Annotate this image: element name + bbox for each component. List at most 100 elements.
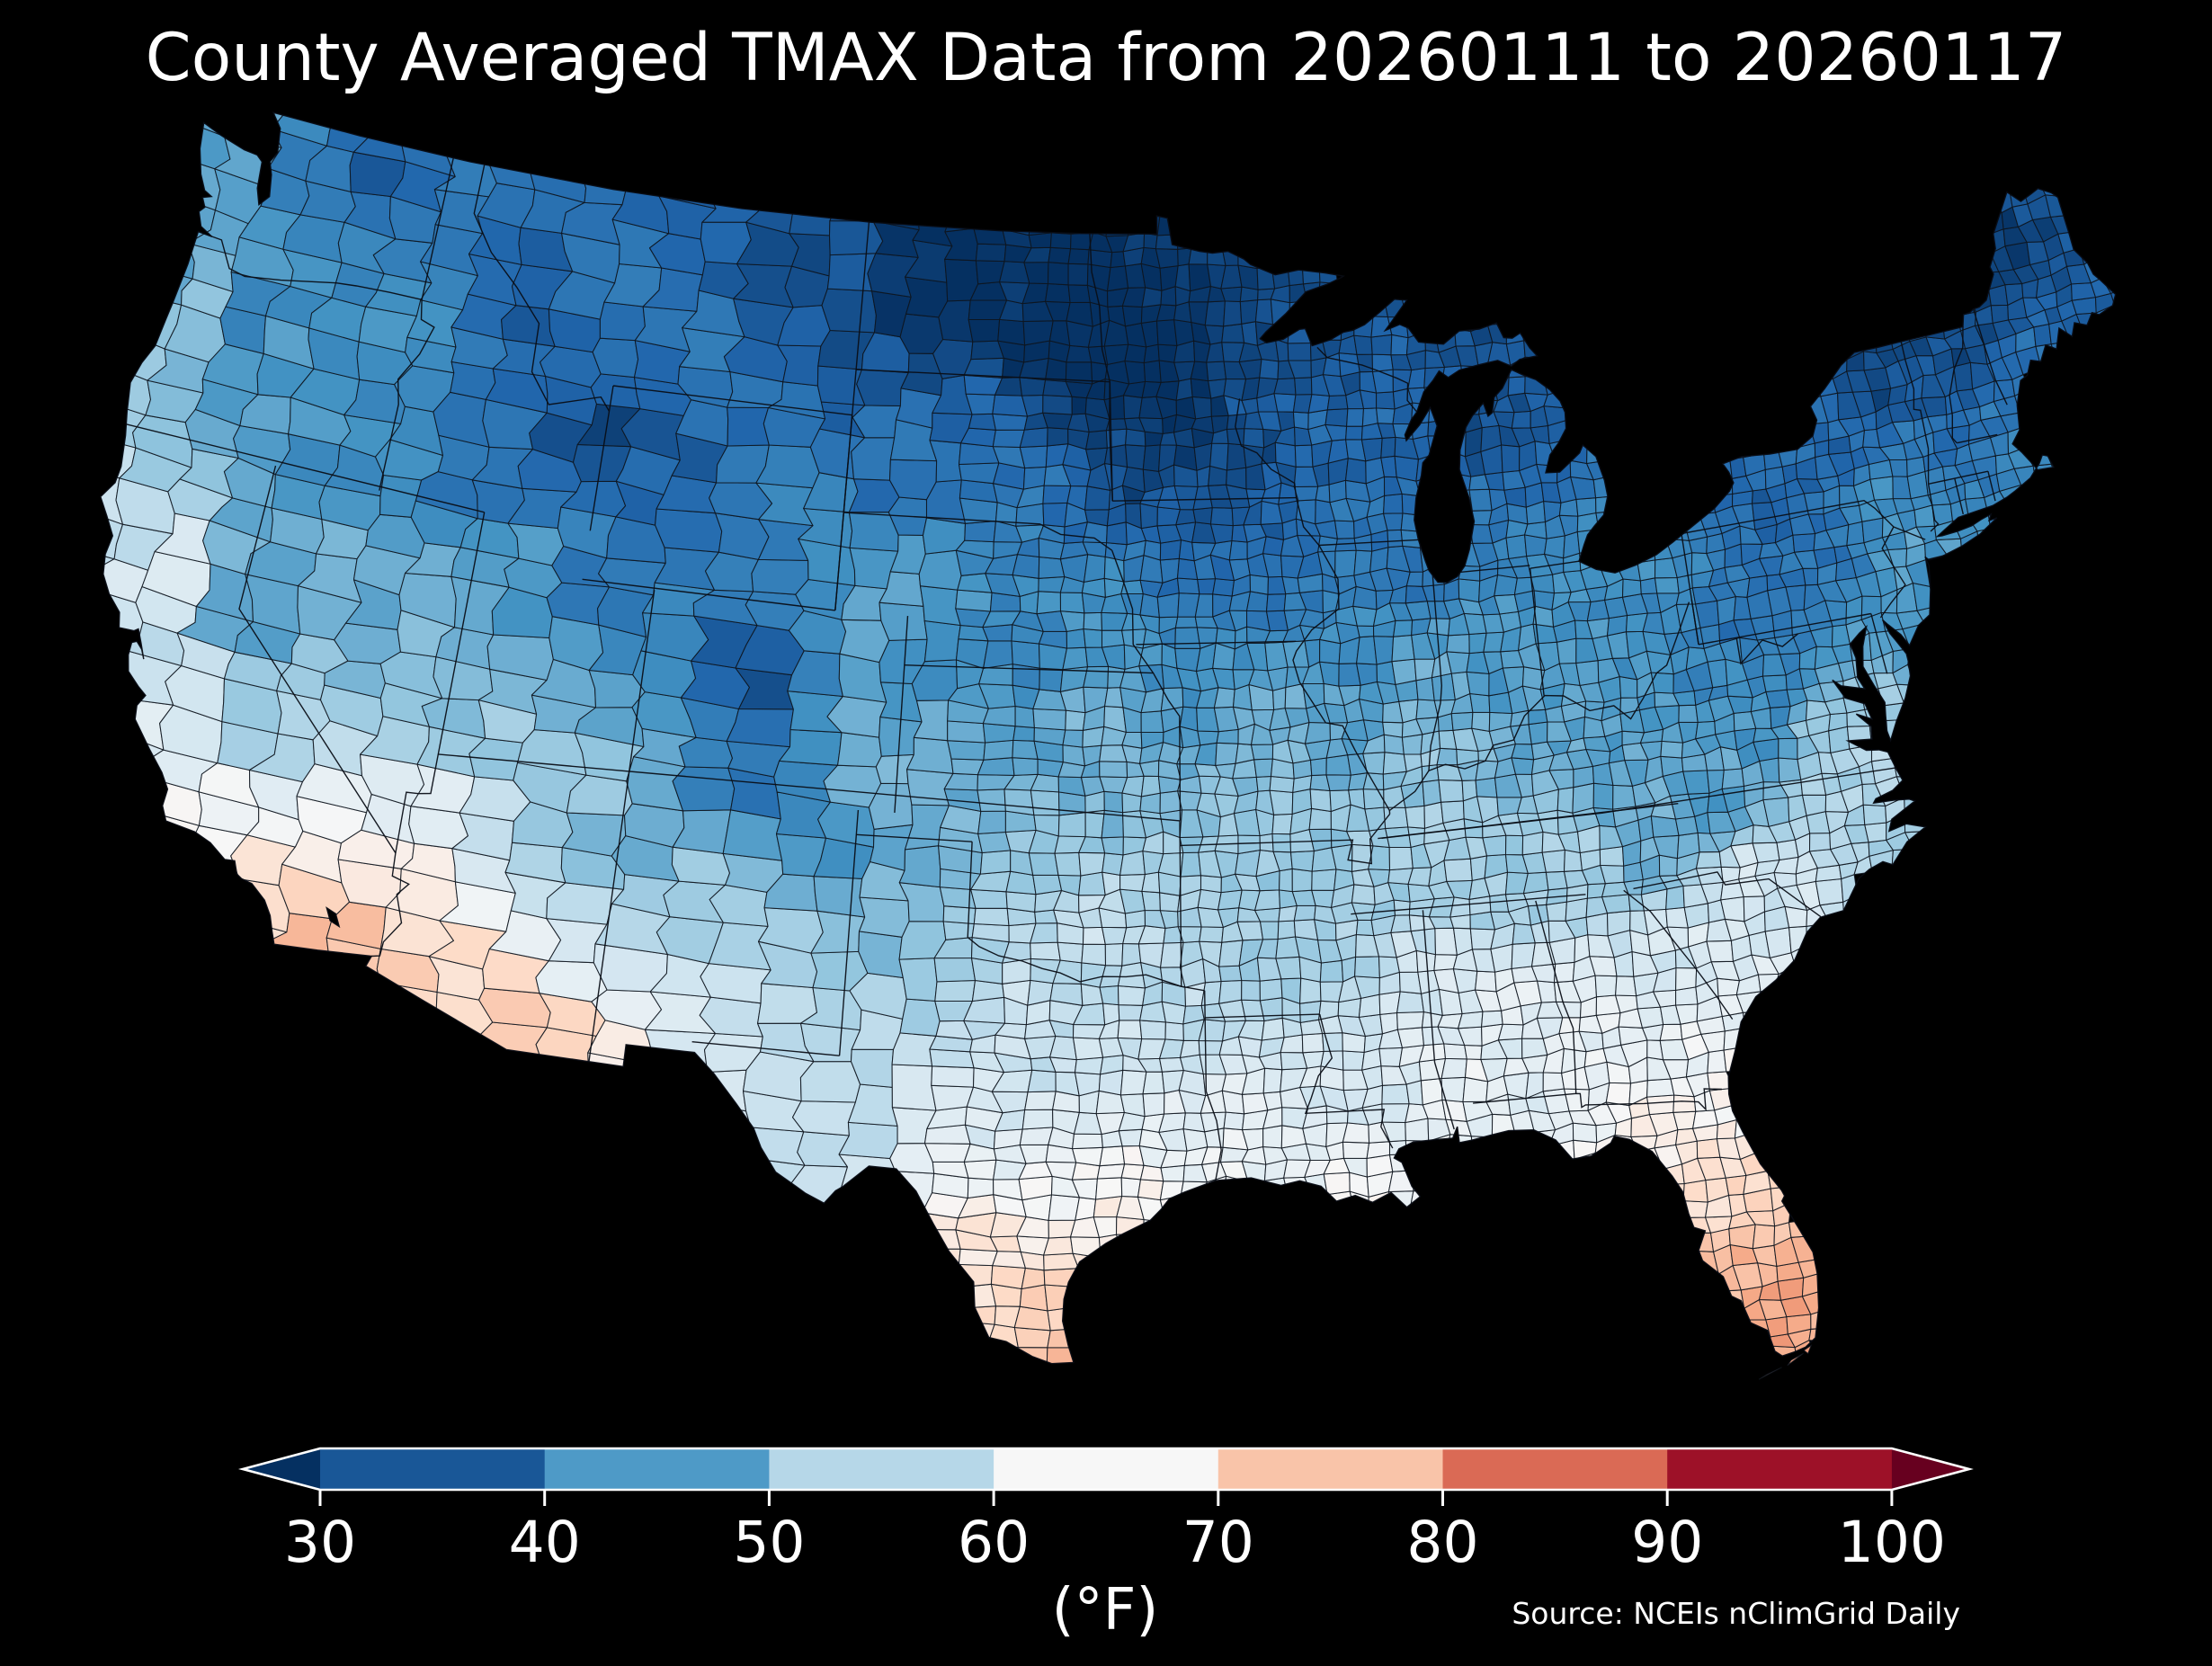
county-cell — [625, 1131, 693, 1176]
county-cell — [1315, 1376, 1342, 1393]
county-cell — [967, 1177, 995, 1199]
county-cell — [1756, 244, 1779, 266]
county-cell — [838, 1154, 896, 1192]
county-cell — [1125, 444, 1146, 470]
county-cell — [1104, 542, 1128, 562]
county-cell — [100, 839, 129, 891]
county-cell — [1835, 226, 1857, 249]
county-cell — [1810, 251, 1832, 280]
county-cell — [1452, 1166, 1475, 1186]
county-cell — [1440, 509, 1458, 533]
county-cell — [1100, 1395, 1120, 1412]
county-cell — [1628, 523, 1655, 548]
county-cell — [1699, 624, 1721, 649]
county-cell — [1048, 246, 1072, 264]
county-cell — [1221, 323, 1245, 343]
state-border-line — [1473, 1092, 1581, 1104]
county-cell — [1391, 658, 1417, 685]
county-cell — [1634, 1328, 1663, 1352]
county-cell — [2033, 323, 2052, 347]
county-cell — [1121, 305, 1143, 327]
county-cell — [1539, 1249, 1562, 1273]
county-cell — [1415, 1241, 1440, 1263]
county-cell — [1613, 1350, 1643, 1364]
county-cell — [1306, 297, 1323, 323]
county-cell — [1601, 1207, 1626, 1231]
county-cell — [487, 1317, 552, 1352]
county-cell — [1631, 542, 1656, 564]
county-cell — [504, 1238, 566, 1286]
county-cell — [347, 1122, 406, 1166]
county-cell — [1842, 693, 1866, 714]
county-cell — [1610, 267, 1631, 290]
county-cell — [1159, 1056, 1184, 1073]
county-cell — [1601, 894, 1631, 914]
county-cell — [1723, 1046, 1753, 1073]
county-cell — [1336, 297, 1357, 317]
county-cell — [1822, 232, 1837, 253]
county-cell — [124, 1034, 196, 1092]
county-cell — [1990, 304, 2010, 324]
county-cell — [1538, 1176, 1563, 1202]
county-cell — [1550, 274, 1569, 301]
county-cell — [1201, 1198, 1226, 1222]
county-cell — [1801, 794, 1827, 816]
county-cell — [732, 1201, 802, 1242]
county-cell — [1629, 286, 1654, 311]
county-cell — [1791, 258, 1816, 281]
county-cell — [100, 1092, 125, 1147]
county-cell — [898, 845, 941, 888]
county-cell — [1712, 293, 1735, 313]
county-cell — [1430, 450, 1452, 476]
county-cell — [1952, 294, 1977, 316]
county-cell — [899, 313, 944, 354]
county-cell — [1378, 1370, 1403, 1385]
state-border-line — [1900, 341, 1930, 450]
county-cell — [1096, 1163, 1126, 1180]
county-cell — [1247, 1180, 1270, 1198]
county-cell — [1763, 445, 1783, 470]
county-cell — [1095, 1287, 1126, 1314]
county-cell — [1613, 286, 1638, 311]
county-cell — [1294, 444, 1314, 468]
county-cell — [1529, 1155, 1556, 1183]
county-cell — [0, 1188, 42, 1232]
county-cell — [1690, 1273, 1719, 1293]
county-cell — [1573, 354, 1596, 373]
county-cell — [1714, 393, 1737, 422]
state-border-line — [1681, 499, 1895, 535]
county-cell — [1141, 890, 1161, 912]
county-cell — [407, 1063, 482, 1109]
county-cell — [1889, 252, 1913, 276]
coastline-outline — [99, 111, 2117, 1365]
county-cell — [1696, 479, 1714, 503]
county-cell — [947, 720, 986, 744]
county-cell — [1531, 1377, 1556, 1390]
county-cell — [1570, 1338, 1598, 1360]
county-cell — [1364, 806, 1387, 832]
county-cell — [1067, 1306, 1098, 1330]
county-cell — [1776, 429, 1798, 449]
county-cell — [600, 1345, 674, 1364]
county-cell — [1547, 1303, 1567, 1329]
county-cell — [1660, 1345, 1681, 1364]
county-cell — [1269, 1391, 1296, 1411]
county-cell — [1325, 408, 1349, 427]
county-cell — [1157, 343, 1178, 363]
colorbar-unit-label: (°F) — [1052, 1577, 1159, 1644]
county-cell — [1273, 393, 1297, 413]
county-cell — [201, 1263, 268, 1305]
county-cell — [1637, 1006, 1664, 1029]
county-cell — [1140, 775, 1161, 797]
county-cell — [1057, 941, 1084, 964]
county-cell — [1183, 1376, 1207, 1393]
county-cell — [1460, 365, 1479, 384]
county-cell — [1746, 374, 1770, 394]
state-border-line — [1698, 612, 1871, 646]
county-cell — [1143, 1377, 1165, 1396]
county-cell — [1962, 272, 1990, 296]
county-cell — [1555, 1176, 1576, 1202]
county-cell — [182, 112, 240, 138]
county-cell — [1531, 277, 1555, 302]
county-cell — [680, 1139, 752, 1181]
